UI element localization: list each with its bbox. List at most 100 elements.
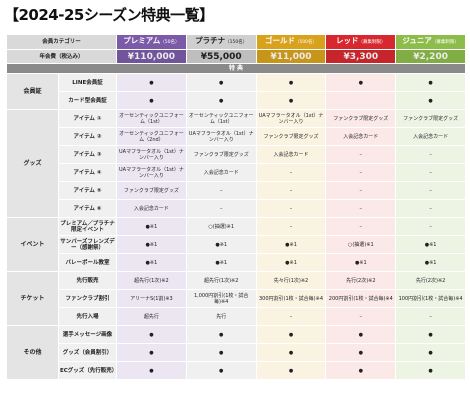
cell: 超先行(1次)※2 [116,271,187,290]
cell: – [325,181,397,200]
cell: オーセンティックユニフォーム（1st） [116,109,187,128]
cell: – [185,181,257,200]
cell: – [255,307,327,326]
row-label: アイテム ⑤ [57,181,118,200]
cell: ● [185,325,257,344]
cell: – [185,199,257,218]
row-label: ファンクラブ割引 [57,289,118,308]
row-label: アイテム ② [57,127,118,146]
category-label: 会員カテゴリー [5,34,118,50]
cell: ● [255,343,327,362]
benefit-row: アイテム ② オーセンティックユニフォーム（2nd） UAマフラータオル（1st）ナ… [7,127,466,146]
cell: 入会記念カード [325,127,397,146]
benefit-row: その他 選手メッセージ画像 ● ● ● ● ● [6,325,466,380]
benefits-row: 特 典 [6,63,466,74]
benefit-row: ファンクラブ割引 アリーナS(1割)※3 1,000円割引(1枚・試合毎)※4 300… [7,289,466,308]
fee: ¥3,300 [325,49,397,64]
cell: – [395,199,466,218]
cell: ● [395,343,466,362]
cell: ●※1 [185,253,257,272]
fee: ¥2,200 [395,49,466,64]
row-label: サンバーズフレンズデー（感謝祭） [57,235,118,254]
column-header: ゴールド（500名） [255,34,327,50]
cell: 入会記念カード [255,145,327,164]
cell: ●※1 [116,235,187,254]
row-label: カード型会員証 [57,91,118,110]
row-label: プレミアム／プラチナ限定イベント [57,217,118,236]
cell: ●※1 [395,235,466,254]
row-label: バレーボール教室 [57,253,118,272]
column-limit: （150名） [225,40,248,45]
cell: ● [255,73,327,92]
row-label: アイテム ⑥ [57,199,118,218]
cell: ● [185,73,257,92]
cell: UAマフラータオル（1st）ナンバー入り [255,109,327,128]
cell: ○(抽選)※1 [185,217,257,236]
cell: ●※1 [116,253,187,272]
cell: 入会記念カード [185,163,257,182]
cell: – [395,307,466,326]
page-title: 【2024-25シーズン特典一覧】 [4,6,214,24]
cell: – [325,307,397,326]
benefit-row: アイテム ⑤ ファンクラブ限定グッズ – – – – [7,181,466,200]
fee: ¥11,000 [255,49,327,64]
row-label: ECグッズ（先行販売） [57,361,118,380]
benefit-row: サンバーズフレンズデー（感謝祭） ●※1 ●※1 ●※1 ○(抽選)※1 ●※1 [7,235,466,254]
cell: ● [255,361,327,380]
cell: 先行(2次)※2 [395,271,466,290]
cell: – [395,145,466,164]
cell: ● [116,73,187,92]
cell: ファンクラブ限定グッズ [116,181,187,200]
row-label: 先行入場 [57,307,118,326]
column-header: プラチナ（150名） [185,34,257,50]
column-name: ゴールド [264,36,295,45]
section-name: イベント [6,217,59,272]
benefit-row: グッズ アイテム ① オーセンティックユニフォーム（1st） オーセンティックユニフォ… [6,109,466,218]
cell: 超先行(1次)※2 [185,271,257,290]
fee-label: 年会費（税込み） [5,49,118,64]
cell: – [325,199,397,218]
benefit-row: カード型会員証 ● ● ● ● [7,91,466,110]
benefit-row: バレーボール教室 ●※1 ●※1 ●※1 ●※1 ●※1 [7,253,466,272]
cell: – [325,217,397,236]
cell [325,91,397,110]
cell: ファンクラブ限定グッズ [255,127,327,146]
section-name: グッズ [6,109,59,218]
fee: ¥110,000 [116,49,187,64]
cell: ● [116,325,187,344]
cell: ● [185,343,257,362]
benefit-row: 先行入場 超先行 先行 – – – [7,307,466,326]
cell: ○(抽選)※1 [325,235,397,254]
benefit-row: 会員証 LINE会員証 ● ● ● ● ● [6,73,466,110]
benefits-label: 特 典 [6,63,466,74]
cell: ● [255,325,327,344]
column-limit: （50名） [160,40,180,45]
header-row: 会員カテゴリー プレミアム（50名） プラチナ（150名） ゴールド（500名） レッド… [5,34,466,50]
cell: ● [395,325,466,344]
cell: ファンクラブ限定グッズ [185,145,257,164]
cell: アリーナS(1割)※3 [116,289,187,308]
cell: ● [395,91,466,110]
column-limit: （募集制限） [358,40,386,45]
benefit-row: アイテム ③ UAマフラータオル（1st）ナンバー入り ファンクラブ限定グッズ 入会記… [7,145,466,164]
column-header: プレミアム（50名） [116,34,187,50]
cell: ● [116,361,187,380]
row-label: アイテム ④ [57,163,118,182]
row-label: 先行販売 [57,271,118,290]
column-limit: （募集制限） [431,40,459,45]
cell: ファンクラブ限定グッズ [395,109,466,128]
cell: UAマフラータオル（1st）ナンバー入り [185,127,257,146]
row-label: LINE会員証 [57,73,118,92]
cell: – [255,217,327,236]
cell: ● [325,325,397,344]
column-name: レッド [336,36,359,45]
cell: ● [325,343,397,362]
column-header: ジュニア（募集制限） [395,34,466,50]
cell: ファンクラブ限定グッズ [325,109,397,128]
column-name: プラチナ [195,36,226,45]
cell: 先行(2次)※2 [325,271,397,290]
cell: ● [116,343,187,362]
cell: – [395,217,466,236]
cell: – [395,163,466,182]
